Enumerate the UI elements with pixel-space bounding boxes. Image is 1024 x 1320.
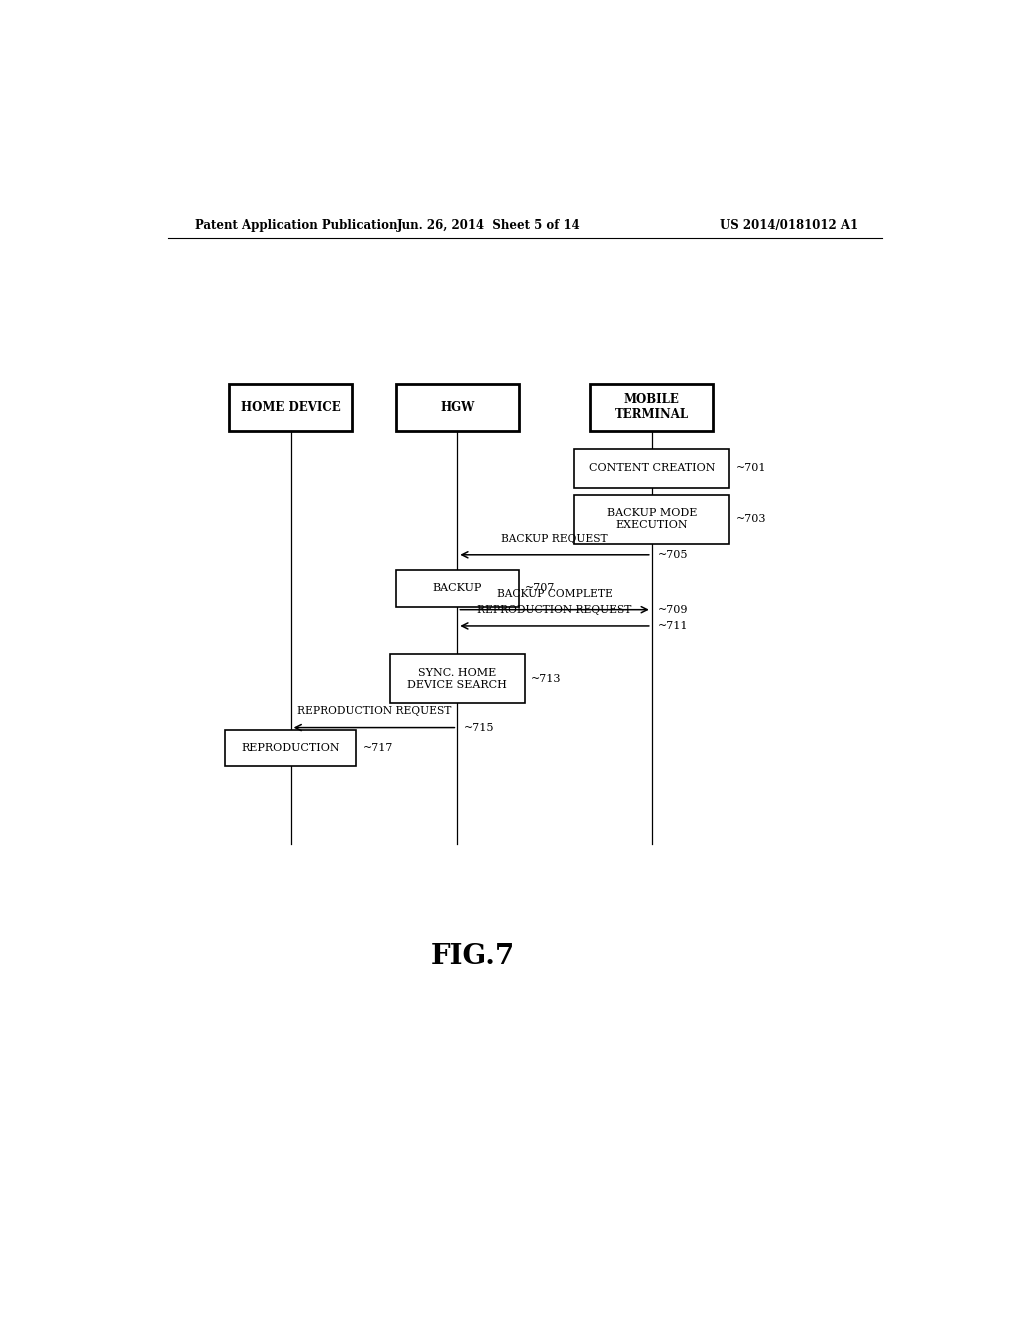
Text: US 2014/0181012 A1: US 2014/0181012 A1 xyxy=(720,219,858,232)
Text: MOBILE
TERMINAL: MOBILE TERMINAL xyxy=(614,393,689,421)
FancyBboxPatch shape xyxy=(574,495,729,544)
Text: ~703: ~703 xyxy=(735,515,766,524)
Text: REPRODUCTION REQUEST: REPRODUCTION REQUEST xyxy=(297,706,452,717)
Text: REPRODUCTION: REPRODUCTION xyxy=(242,743,340,752)
Text: BACKUP COMPLETE: BACKUP COMPLETE xyxy=(497,589,612,598)
Text: ~705: ~705 xyxy=(658,550,688,560)
FancyBboxPatch shape xyxy=(574,449,729,487)
Text: ~713: ~713 xyxy=(531,673,561,684)
Text: REPRODUCTION REQUEST: REPRODUCTION REQUEST xyxy=(477,605,632,615)
Text: SYNC. HOME
DEVICE SEARCH: SYNC. HOME DEVICE SEARCH xyxy=(408,668,507,689)
Text: Jun. 26, 2014  Sheet 5 of 14: Jun. 26, 2014 Sheet 5 of 14 xyxy=(397,219,581,232)
Text: ~707: ~707 xyxy=(525,583,556,593)
Text: ~701: ~701 xyxy=(735,463,766,474)
Text: Patent Application Publication: Patent Application Publication xyxy=(196,219,398,232)
Text: CONTENT CREATION: CONTENT CREATION xyxy=(589,463,715,474)
Text: ~715: ~715 xyxy=(464,722,495,733)
Text: ~709: ~709 xyxy=(658,605,688,615)
FancyBboxPatch shape xyxy=(590,384,714,430)
Text: FIG.7: FIG.7 xyxy=(431,942,515,970)
Text: ~717: ~717 xyxy=(362,743,393,752)
Text: ~711: ~711 xyxy=(658,620,688,631)
Text: BACKUP MODE
EXECUTION: BACKUP MODE EXECUTION xyxy=(606,508,697,531)
Text: HGW: HGW xyxy=(440,401,474,414)
FancyBboxPatch shape xyxy=(396,384,519,430)
FancyBboxPatch shape xyxy=(396,570,519,607)
FancyBboxPatch shape xyxy=(225,730,356,766)
Text: HOME DEVICE: HOME DEVICE xyxy=(241,401,341,414)
Text: BACKUP REQUEST: BACKUP REQUEST xyxy=(501,533,608,544)
FancyBboxPatch shape xyxy=(229,384,352,430)
Text: BACKUP: BACKUP xyxy=(433,583,482,593)
FancyBboxPatch shape xyxy=(390,655,524,704)
